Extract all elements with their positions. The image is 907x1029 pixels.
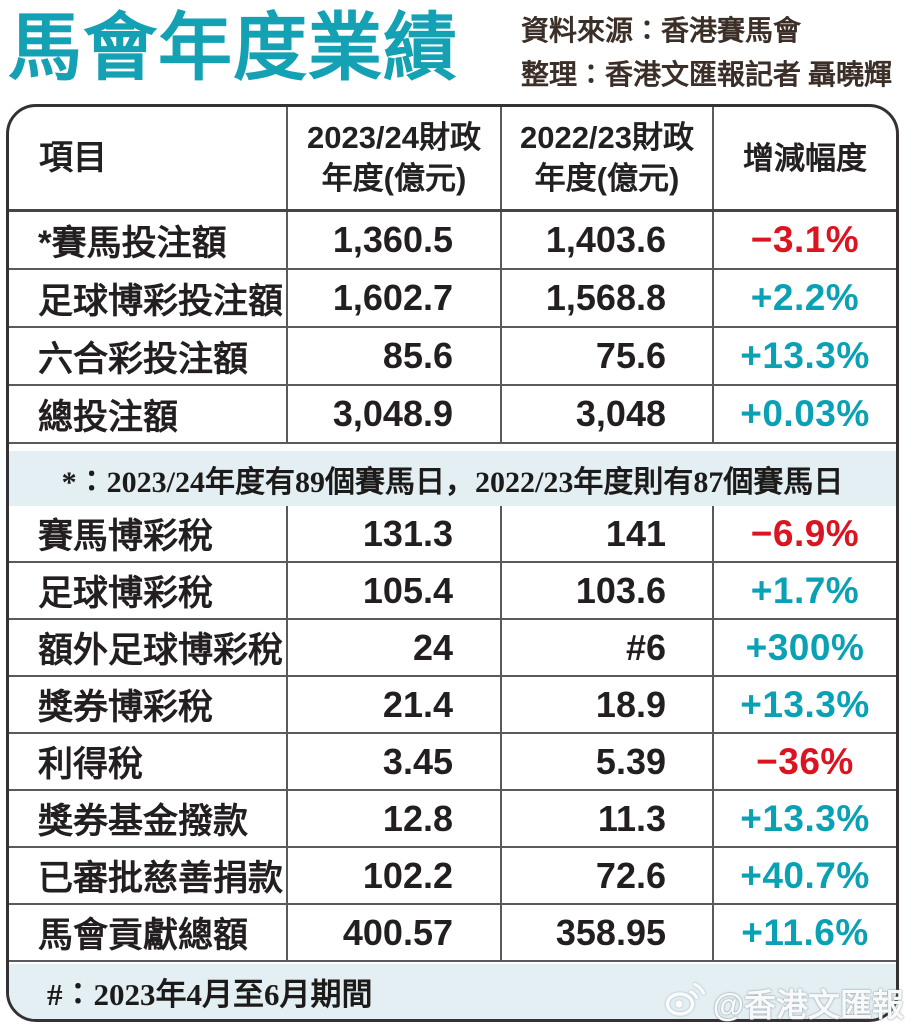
table-row: 馬會貢獻總額 400.57 358.95 +11.6% xyxy=(9,905,896,962)
value-fy2023-24: 12.8 xyxy=(286,791,500,846)
value-fy2022-23: 18.9 xyxy=(500,677,712,732)
section-2-rows: 賽馬博彩稅 131.3 141 −6.9% 足球博彩稅 105.4 103.6 +1.7% 額外… xyxy=(9,506,896,962)
row-label: 獎券基金撥款 xyxy=(38,802,249,841)
weibo-logo-icon xyxy=(665,981,707,1025)
row-label: 足球博彩投注額 xyxy=(38,281,284,321)
row-label: 賽馬博彩稅 xyxy=(38,517,214,556)
row-label: 六合彩投注額 xyxy=(38,339,249,379)
value-change: +0.03% xyxy=(712,386,896,442)
value-change: +13.3% xyxy=(712,677,896,732)
section-1-rows: *賽馬投注額 1,360.5 1,403.6 −3.1% 足球博彩投注額 1,602.7 1… xyxy=(9,212,896,444)
weibo-watermark: @香港文匯報 xyxy=(665,980,904,1026)
header-item: 項目 xyxy=(39,138,107,177)
value-fy2023-24: 3.45 xyxy=(286,734,500,789)
value-fy2023-24: 131.3 xyxy=(286,506,500,561)
row-label: 總投注額 xyxy=(38,397,179,437)
value-change: +2.2% xyxy=(712,270,896,326)
header-change: 增減幅度 xyxy=(712,107,896,209)
value-fy2022-23: 358.95 xyxy=(500,905,712,960)
source-line: 資料來源∶香港賽馬會 xyxy=(521,16,802,47)
value-fy2023-24: 21.4 xyxy=(286,677,500,732)
results-table: 項目 2023/24財政 年度(億元) 2022/23財政 年度(億元) 增減幅… xyxy=(6,104,899,1022)
value-fy2022-23: 72.6 xyxy=(500,848,712,903)
value-fy2023-24: 400.57 xyxy=(286,905,500,960)
value-fy2023-24: 3,048.9 xyxy=(286,386,500,442)
value-fy2022-23: 1,568.8 xyxy=(500,270,712,326)
page-title: 馬會年度業績 xyxy=(8,6,458,89)
editor-line: 整理∶香港文匯報記者 聶曉輝 xyxy=(521,60,893,91)
value-fy2022-23: 3,048 xyxy=(500,386,712,442)
source-credit: 資料來源∶香港賽馬會 整理∶香港文匯報記者 聶曉輝 xyxy=(521,10,892,98)
row-label: 額外足球博彩稅 xyxy=(38,631,284,670)
row-label: 利得稅 xyxy=(38,745,144,784)
value-fy2023-24: 102.2 xyxy=(286,848,500,903)
value-change: −36% xyxy=(712,734,896,789)
value-fy2023-24: 85.6 xyxy=(286,328,500,384)
value-fy2022-23: 75.6 xyxy=(500,328,712,384)
table-row: 總投注額 3,048.9 3,048 +0.03% xyxy=(9,386,896,444)
header-fy2023-24: 2023/24財政 年度(億元) xyxy=(286,107,500,209)
table-row: 利得稅 3.45 5.39 −36% xyxy=(9,734,896,791)
raceday-note-text: *∶2023/24年度有89個賽馬日，2022/23年度則有87個賽馬日 xyxy=(61,465,844,499)
table-row: 獎券博彩稅 21.4 18.9 +13.3% xyxy=(9,677,896,734)
value-change: +13.3% xyxy=(712,328,896,384)
row-label: 獎券博彩稅 xyxy=(38,688,214,727)
table-header-row: 項目 2023/24財政 年度(億元) 2022/23財政 年度(億元) 增減幅… xyxy=(9,107,896,212)
table-row: 六合彩投注額 85.6 75.6 +13.3% xyxy=(9,328,896,386)
table-row: 額外足球博彩稅 24 #6 +300% xyxy=(9,620,896,677)
value-fy2022-23: 11.3 xyxy=(500,791,712,846)
value-fy2022-23: 141 xyxy=(500,506,712,561)
table-row: 已審批慈善捐款 102.2 72.6 +40.7% xyxy=(9,848,896,905)
watermark-text: @香港文匯報 xyxy=(712,987,904,1023)
footnote-band: #∶2023年4月至6月期間 xyxy=(9,964,896,1019)
value-fy2023-24: 24 xyxy=(286,620,500,675)
value-fy2022-23: 1,403.6 xyxy=(500,212,712,268)
value-fy2023-24: 1,602.7 xyxy=(286,270,500,326)
table-row: 足球博彩投注額 1,602.7 1,568.8 +2.2% xyxy=(9,270,896,328)
value-change: +13.3% xyxy=(712,791,896,846)
table-row: 賽馬博彩稅 131.3 141 −6.9% xyxy=(9,506,896,563)
table-row: 獎券基金撥款 12.8 11.3 +13.3% xyxy=(9,791,896,848)
value-change: −3.1% xyxy=(712,212,896,268)
value-fy2022-23: 103.6 xyxy=(500,563,712,618)
header-fy2022-23: 2022/23財政 年度(億元) xyxy=(500,107,712,209)
value-fy2023-24: 1,360.5 xyxy=(286,212,500,268)
value-fy2022-23: #6 xyxy=(500,620,712,675)
value-change: +40.7% xyxy=(712,848,896,903)
value-fy2023-24: 105.4 xyxy=(286,563,500,618)
value-change: −6.9% xyxy=(712,506,896,561)
value-change: +1.7% xyxy=(712,563,896,618)
row-label: *賽馬投注額 xyxy=(38,223,227,263)
table-row: 足球博彩稅 105.4 103.6 +1.7% xyxy=(9,563,896,620)
value-fy2022-23: 5.39 xyxy=(500,734,712,789)
row-label: 已審批慈善捐款 xyxy=(38,859,284,898)
raceday-note-band: *∶2023/24年度有89個賽馬日，2022/23年度則有87個賽馬日 xyxy=(9,451,896,506)
table-row: *賽馬投注額 1,360.5 1,403.6 −3.1% xyxy=(9,212,896,270)
value-change: +11.6% xyxy=(712,905,896,960)
row-label: 馬會貢獻總額 xyxy=(38,916,249,955)
row-label: 足球博彩稅 xyxy=(38,574,214,613)
value-change: +300% xyxy=(712,620,896,675)
footnote-text: #∶2023年4月至6月期間 xyxy=(47,977,373,1012)
